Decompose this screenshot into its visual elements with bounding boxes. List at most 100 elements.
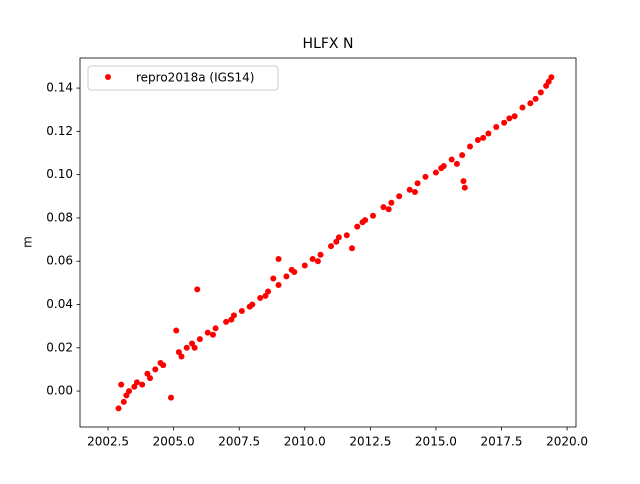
data-point (388, 199, 395, 206)
data-point (223, 318, 230, 325)
data-point (139, 381, 146, 388)
data-point (506, 115, 513, 122)
data-point (453, 160, 460, 167)
data-point (359, 219, 366, 226)
y-tick-label: 0.10 (46, 167, 73, 181)
data-point (335, 234, 342, 241)
data-point (343, 232, 350, 239)
y-axis-label: m (21, 236, 35, 248)
data-point (448, 156, 455, 163)
y-tick-label: 0.04 (46, 297, 73, 311)
data-point (230, 312, 237, 319)
data-point (328, 243, 335, 250)
data-point (438, 165, 445, 172)
data-point (191, 344, 198, 351)
data-point (349, 245, 355, 252)
data-point (178, 353, 185, 360)
data-point (317, 251, 324, 258)
data-point (467, 143, 474, 150)
y-tick-label: 0.00 (46, 384, 73, 398)
data-point (144, 370, 151, 377)
data-point (432, 169, 439, 176)
data-point (511, 113, 518, 120)
data-point (194, 286, 201, 293)
legend-marker (105, 74, 111, 80)
data-point (118, 381, 125, 388)
data-point (309, 256, 316, 263)
data-point (147, 375, 154, 382)
x-tick-label: 2020.0 (546, 435, 588, 449)
data-point (459, 152, 466, 159)
legend-label: repro2018a (IGS14) (136, 71, 254, 85)
data-point (474, 137, 481, 144)
data-point (283, 273, 290, 280)
y-tick-label: 0.12 (46, 124, 73, 138)
data-point (369, 212, 376, 219)
data-point (396, 193, 403, 200)
data-point (288, 266, 295, 273)
data-point (257, 295, 264, 302)
data-point (314, 258, 321, 265)
data-point (460, 178, 467, 185)
data-point (275, 256, 282, 263)
data-point (238, 307, 245, 314)
x-tick-label: 2010.0 (284, 435, 326, 449)
data-point (262, 292, 269, 299)
data-point (126, 388, 133, 395)
x-tick-label: 2007.5 (218, 435, 260, 449)
data-point (168, 394, 175, 401)
data-point (175, 349, 182, 356)
x-tick-label: 2015.0 (415, 435, 457, 449)
data-point (133, 379, 140, 386)
data-point (209, 331, 216, 338)
data-point (123, 392, 130, 399)
x-tick-label: 2005.0 (153, 435, 195, 449)
x-tick-label: 2012.5 (349, 435, 391, 449)
data-point (527, 100, 534, 107)
data-point (333, 238, 340, 245)
data-point (519, 104, 526, 111)
data-point (411, 188, 418, 195)
plot-area (115, 74, 555, 412)
data-point (485, 130, 492, 137)
chart-title: HLFX N (303, 36, 354, 52)
data-point (548, 74, 555, 81)
data-point (120, 398, 127, 405)
axes-frame (79, 57, 577, 428)
data-point (246, 303, 253, 310)
data-point (189, 340, 195, 347)
data-point (532, 95, 539, 102)
data-point (131, 383, 138, 390)
data-point (275, 282, 282, 289)
data-point (380, 204, 387, 211)
data-point (196, 336, 203, 343)
data-point (183, 344, 190, 351)
data-point (173, 327, 180, 334)
data-point (493, 124, 500, 131)
data-point (461, 184, 468, 191)
legend-box (87, 65, 279, 91)
data-point (115, 405, 122, 412)
data-point (204, 329, 211, 336)
data-point (270, 275, 277, 282)
data-point (543, 82, 550, 89)
y-tick-label: 0.06 (46, 254, 73, 268)
y-tick-label: 0.02 (46, 340, 73, 354)
data-point (354, 223, 361, 230)
data-point (385, 206, 392, 213)
data-point (152, 366, 159, 373)
data-point (414, 180, 421, 187)
data-point (265, 288, 272, 295)
data-point (422, 173, 429, 180)
data-point (406, 186, 413, 193)
data-point (480, 134, 487, 141)
data-point (157, 359, 164, 366)
data-point (228, 316, 235, 323)
data-point (301, 262, 308, 269)
data-point (537, 89, 544, 96)
x-tick-label: 2002.5 (87, 435, 129, 449)
x-tick-label: 2017.5 (481, 435, 523, 449)
y-tick-label: 0.08 (46, 210, 73, 224)
data-point (501, 119, 508, 126)
